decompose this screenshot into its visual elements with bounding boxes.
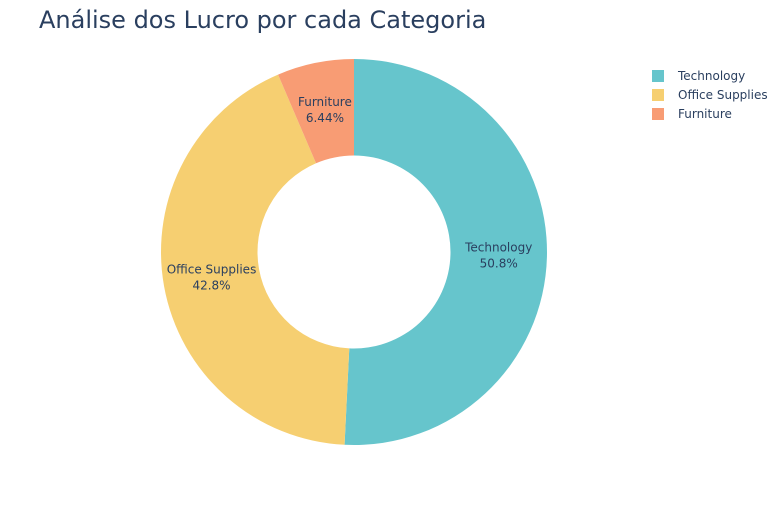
- slice-label-name-furniture: Furniture: [298, 95, 352, 109]
- legend-label-furniture: Furniture: [678, 106, 732, 121]
- legend-swatch-technology: [652, 69, 664, 82]
- legend-item-furniture[interactable]: Furniture: [652, 104, 768, 123]
- legend: Technology Office Supplies Furniture: [652, 66, 768, 123]
- legend-item-office-supplies[interactable]: Office Supplies: [652, 85, 768, 104]
- slice-label-technology: Technology 50.8%: [464, 241, 532, 271]
- slice-technology[interactable]: [344, 59, 547, 445]
- legend-label-office-supplies: Office Supplies: [678, 87, 768, 102]
- legend-item-technology[interactable]: Technology: [652, 66, 768, 85]
- slice-label-office-supplies: Office Supplies 42.8%: [167, 263, 257, 293]
- chart-title: Análise dos Lucro por cada Categoria: [39, 6, 487, 34]
- legend-swatch-furniture: [652, 107, 664, 120]
- legend-label-technology: Technology: [678, 68, 746, 83]
- slice-label-percent-technology: 50.8%: [480, 257, 518, 271]
- slice-label-name-office-supplies: Office Supplies: [167, 263, 257, 277]
- slice-label-furniture: Furniture 6.44%: [298, 95, 352, 125]
- slice-furniture[interactable]: [278, 59, 354, 164]
- slice-label-name-technology: Technology: [464, 241, 532, 255]
- slice-office-supplies[interactable]: [160, 74, 350, 445]
- slice-label-percent-furniture: 6.44%: [306, 111, 344, 125]
- legend-swatch-office-supplies: [652, 88, 664, 101]
- slice-label-percent-office-supplies: 42.8%: [192, 279, 230, 293]
